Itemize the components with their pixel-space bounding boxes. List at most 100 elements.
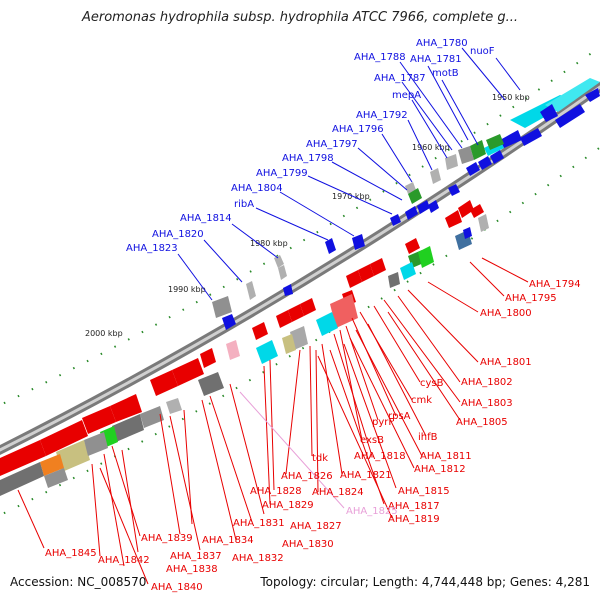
gene-feature[interactable] bbox=[448, 184, 460, 196]
gene-feature[interactable] bbox=[276, 310, 292, 328]
gene-label[interactable]: cysB bbox=[420, 378, 444, 389]
gene-feature[interactable] bbox=[458, 146, 474, 164]
gene-label[interactable]: motB bbox=[432, 68, 459, 79]
gene-label[interactable]: AHA_1780 bbox=[416, 38, 468, 49]
gene-feature[interactable] bbox=[555, 104, 585, 128]
gene-feature[interactable] bbox=[358, 264, 374, 282]
gene-feature[interactable] bbox=[486, 134, 504, 150]
gene-feature[interactable] bbox=[252, 322, 268, 340]
gene-feature[interactable] bbox=[278, 265, 287, 280]
gene-feature[interactable] bbox=[478, 156, 492, 170]
gene-label[interactable]: mepA bbox=[392, 90, 421, 101]
gene-feature[interactable] bbox=[172, 358, 204, 386]
gene-label[interactable]: AHA_1845 bbox=[45, 548, 97, 559]
gene-feature[interactable] bbox=[405, 206, 418, 220]
gene-feature[interactable] bbox=[430, 168, 441, 184]
gene-label[interactable]: AHA_1799 bbox=[256, 168, 308, 179]
gene-feature[interactable] bbox=[222, 314, 236, 330]
gene-label[interactable]: AHA_1818 bbox=[354, 451, 406, 462]
gene-feature[interactable] bbox=[370, 258, 386, 276]
gene-label[interactable]: pyrF bbox=[372, 417, 394, 428]
gene-feature[interactable] bbox=[388, 272, 400, 288]
gene-label[interactable]: ribA bbox=[234, 199, 254, 210]
gene-feature[interactable] bbox=[198, 372, 224, 396]
gene-label[interactable]: AHA_1824 bbox=[312, 487, 364, 498]
gene-feature[interactable] bbox=[390, 214, 401, 226]
gene-label[interactable]: AHA_1805 bbox=[456, 417, 508, 428]
gene-feature[interactable] bbox=[520, 128, 542, 146]
gene-feature[interactable] bbox=[226, 340, 240, 360]
gene-feature[interactable] bbox=[316, 312, 338, 336]
gene-label[interactable]: AHA_1797 bbox=[306, 139, 358, 150]
gene-feature[interactable] bbox=[112, 414, 144, 442]
gene-label[interactable]: AHA_1840 bbox=[151, 582, 203, 593]
gene-label[interactable]: AHA_1837 bbox=[170, 551, 222, 562]
gene-feature[interactable] bbox=[44, 468, 68, 488]
gene-label[interactable]: AHA_1832 bbox=[232, 553, 284, 564]
gene-label[interactable]: AHA_1814 bbox=[180, 213, 232, 224]
gene-feature[interactable] bbox=[545, 78, 600, 112]
gene-label[interactable]: AHA_1820 bbox=[152, 229, 204, 240]
gene-label[interactable]: cmk bbox=[411, 395, 432, 406]
gene-feature[interactable] bbox=[458, 200, 474, 218]
gene-label[interactable]: AHA_1795 bbox=[505, 293, 557, 304]
gene-feature[interactable] bbox=[212, 296, 232, 318]
gene-feature[interactable] bbox=[283, 284, 293, 296]
gene-label[interactable]: AHA_1821 bbox=[340, 470, 392, 481]
gene-label[interactable]: AHA_1788 bbox=[354, 52, 406, 63]
gene-feature[interactable] bbox=[150, 370, 178, 396]
gene-feature[interactable] bbox=[140, 406, 164, 428]
gene-label[interactable]: AHA_1787 bbox=[374, 73, 426, 84]
gene-label[interactable]: AHA_1792 bbox=[356, 110, 408, 121]
gene-feature[interactable] bbox=[478, 214, 489, 232]
gene-feature[interactable] bbox=[325, 238, 336, 254]
gene-feature[interactable] bbox=[110, 394, 142, 422]
gene-feature[interactable] bbox=[166, 398, 182, 414]
gene-feature[interactable] bbox=[500, 130, 522, 148]
gene-feature[interactable] bbox=[40, 454, 64, 476]
gene-feature[interactable] bbox=[0, 440, 46, 476]
gene-feature[interactable] bbox=[428, 200, 439, 213]
gene-feature[interactable] bbox=[0, 462, 44, 496]
gene-label[interactable]: AHA_1834 bbox=[202, 535, 254, 546]
gene-feature[interactable] bbox=[470, 204, 484, 218]
gene-feature[interactable] bbox=[418, 246, 434, 268]
gene-label[interactable]: AHA_1823 bbox=[126, 243, 178, 254]
gene-feature[interactable] bbox=[274, 255, 284, 268]
gene-label[interactable]: AHA_1827 bbox=[290, 521, 342, 532]
gene-label[interactable]: AHA_1798 bbox=[282, 153, 334, 164]
gene-feature[interactable] bbox=[82, 406, 116, 434]
gene-label[interactable]: AHA_1794 bbox=[529, 279, 581, 290]
gene-label[interactable]: AHA_1828 bbox=[250, 486, 302, 497]
gene-label[interactable]: AHA_1839 bbox=[141, 533, 193, 544]
gene-feature[interactable] bbox=[282, 334, 296, 354]
gene-label[interactable]: AHA_1796 bbox=[332, 124, 384, 135]
gene-feature[interactable] bbox=[466, 162, 480, 176]
gene-feature[interactable] bbox=[463, 227, 472, 239]
gene-label[interactable]: AHA_1842 bbox=[98, 555, 150, 566]
gene-label[interactable]: AHA_1817 bbox=[388, 501, 440, 512]
gene-label[interactable]: ihfB bbox=[418, 432, 438, 443]
gene-label[interactable]: exsB bbox=[360, 435, 384, 446]
gene-feature[interactable] bbox=[540, 104, 558, 122]
gene-feature[interactable] bbox=[490, 150, 504, 164]
gene-feature[interactable] bbox=[56, 440, 90, 472]
gene-feature[interactable] bbox=[445, 210, 462, 228]
gene-label[interactable]: AHA_1825 bbox=[346, 506, 398, 517]
gene-feature[interactable] bbox=[256, 340, 278, 364]
gene-label[interactable]: AHA_1801 bbox=[480, 357, 532, 368]
gene-label[interactable]: AHA_1830 bbox=[282, 539, 334, 550]
gene-feature[interactable] bbox=[445, 154, 458, 170]
gene-feature[interactable] bbox=[288, 304, 304, 322]
gene-label[interactable]: AHA_1804 bbox=[231, 183, 283, 194]
gene-feature[interactable] bbox=[400, 262, 416, 280]
gene-label[interactable]: AHA_1829 bbox=[262, 500, 314, 511]
gene-feature[interactable] bbox=[405, 238, 420, 254]
gene-label[interactable]: rpsA bbox=[388, 411, 411, 422]
gene-feature[interactable] bbox=[40, 420, 88, 456]
gene-label[interactable]: AHA_1819 bbox=[388, 514, 440, 525]
gene-feature[interactable] bbox=[585, 88, 600, 102]
gene-label[interactable]: AHA_1815 bbox=[398, 486, 450, 497]
gene-label[interactable]: AHA_1826 bbox=[281, 471, 333, 482]
gene-feature[interactable] bbox=[330, 294, 358, 328]
